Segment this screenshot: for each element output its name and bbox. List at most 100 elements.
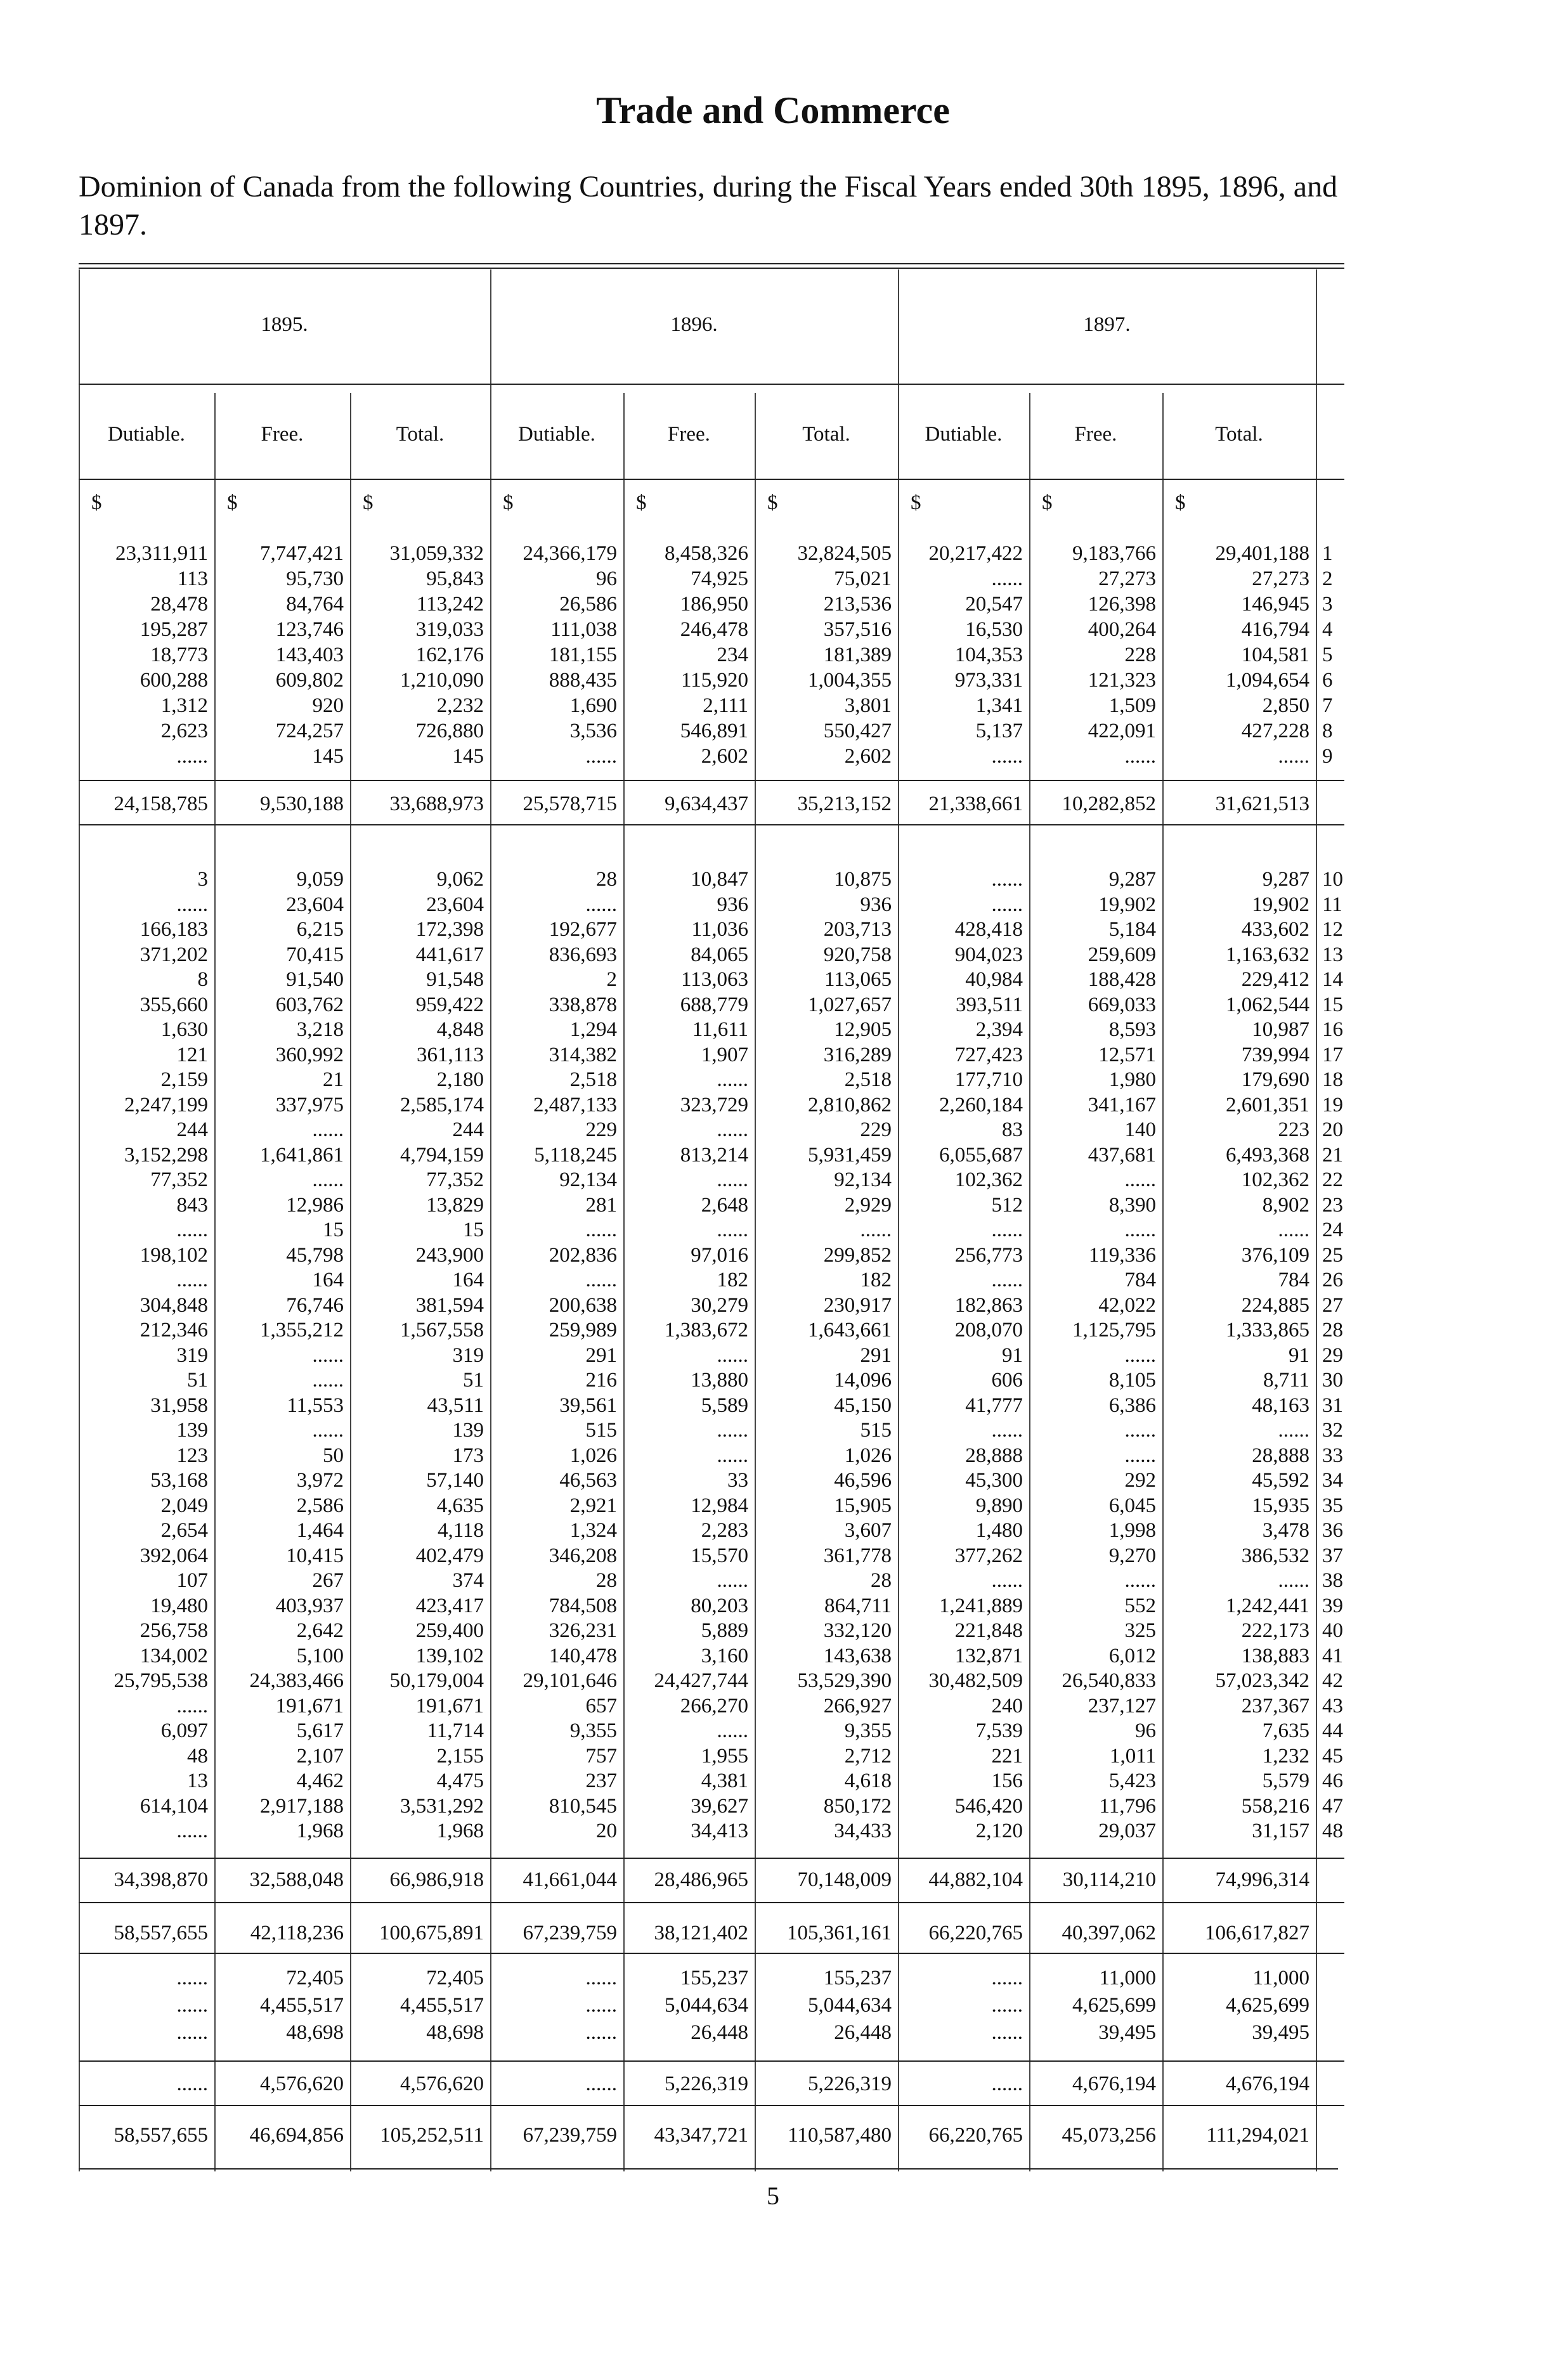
cell: 237	[585, 1769, 618, 1792]
cell: 166,183	[140, 918, 208, 941]
cell: 512	[991, 1193, 1023, 1217]
cell: 31,958	[150, 1394, 208, 1417]
cell: 138,883	[1241, 1644, 1309, 1667]
cell: 20,547	[965, 593, 1023, 616]
cell: 91	[1002, 1343, 1023, 1367]
cell: 179,690	[1241, 1068, 1309, 1091]
cell: 28	[871, 1569, 892, 1592]
total-cell: 100,675,891	[379, 1922, 484, 1944]
cell: 3,801	[844, 694, 892, 717]
total-cell: 21,338,661	[928, 792, 1023, 815]
row-number: 21	[1322, 1143, 1343, 1167]
cell: 259,609	[1088, 943, 1156, 966]
cell: 4,625,699	[1072, 1994, 1156, 2017]
row-number: 34	[1322, 1469, 1343, 1492]
cell: 1,968	[436, 1820, 484, 1842]
cell: 42,022	[1098, 1293, 1156, 1317]
total-cell: 66,220,765	[928, 2124, 1023, 2147]
cell: 393,511	[955, 993, 1023, 1016]
row-number: 26	[1322, 1269, 1343, 1291]
cell: 19,902	[1252, 893, 1309, 916]
cell: ......	[1124, 1219, 1157, 1241]
cell: 515	[860, 1419, 892, 1442]
cell: 2,921	[569, 1494, 617, 1517]
cell: 10,987	[1252, 1018, 1309, 1041]
rule	[79, 780, 1344, 781]
row-number: 45	[1322, 1744, 1343, 1768]
cell: 9,059	[296, 868, 344, 891]
cell: 4,618	[844, 1769, 892, 1792]
cell: 346,208	[549, 1544, 617, 1567]
cell: ......	[312, 1118, 344, 1141]
cell: 91,540	[286, 968, 344, 991]
cell: 181,155	[549, 644, 617, 666]
cell: 237,367	[1241, 1694, 1309, 1717]
row-number: 14	[1322, 968, 1343, 991]
cell: 1,241,889	[939, 1594, 1023, 1617]
cell: 11,553	[287, 1394, 344, 1417]
cell: 10,847	[691, 868, 748, 891]
cell: 48,698	[286, 2021, 344, 2044]
cell: 1,294	[569, 1018, 617, 1041]
cell: 140,478	[549, 1644, 617, 1667]
cell: 757	[585, 1744, 618, 1768]
cell: 8,711	[1263, 1369, 1309, 1392]
total-cell: 105,361,161	[787, 1922, 892, 1944]
cell: ......	[1278, 1419, 1310, 1442]
cell: 1,062,544	[1226, 993, 1309, 1016]
cell: 96	[1135, 1719, 1156, 1742]
cell: ......	[991, 1569, 1023, 1592]
cell: 76,746	[286, 1293, 344, 1317]
total-cell: 66,986,918	[389, 1868, 484, 1891]
cell: 139,102	[415, 1644, 484, 1667]
cell: 323,729	[680, 1093, 748, 1116]
cell: 243,900	[415, 1243, 484, 1267]
cell: 15,570	[691, 1544, 748, 1567]
cell: 2,850	[1262, 694, 1309, 717]
cell: 292	[1124, 1469, 1157, 1492]
cell: ......	[1124, 745, 1157, 768]
rule	[79, 384, 1344, 385]
cell: 91,548	[426, 968, 484, 991]
cell: 113	[177, 567, 208, 590]
cell: 246,478	[680, 618, 748, 641]
cell: ......	[176, 1967, 209, 1989]
cell: ......	[312, 1419, 344, 1442]
cell: 191,671	[275, 1694, 344, 1717]
cell: 1,242,441	[1226, 1594, 1309, 1617]
rule	[79, 2168, 1338, 2170]
cell: 30,279	[691, 1293, 748, 1317]
cell: ......	[585, 1219, 618, 1241]
cell: 30,482,509	[928, 1669, 1023, 1692]
rule	[79, 2105, 1344, 2106]
cell: ......	[991, 1269, 1023, 1291]
cell: 11,000	[1099, 1967, 1156, 1989]
intro: Dominion of Canada from the following Co…	[79, 170, 1338, 242]
cell: 77,352	[426, 1168, 484, 1191]
cell: ......	[176, 2021, 209, 2044]
cell: 355,660	[140, 993, 208, 1016]
rule	[79, 268, 1344, 269]
cell: 920,758	[823, 943, 892, 966]
total-cell: 4,576,620	[400, 2073, 484, 2095]
cell: 614,104	[140, 1794, 208, 1818]
cell: 1,955	[701, 1744, 748, 1768]
cell: 9,062	[436, 868, 484, 891]
cell: 338,878	[549, 993, 617, 1016]
cell: ......	[585, 1269, 618, 1291]
cell: 95,843	[426, 567, 484, 590]
cell: ......	[176, 1820, 209, 1842]
cell: 2,260,184	[939, 1093, 1023, 1116]
cell: ......	[991, 868, 1023, 891]
column-header: Total.	[1215, 423, 1263, 446]
total-cell: 9,530,188	[260, 792, 344, 815]
cell: 428,418	[954, 918, 1023, 941]
cell: 422,091	[1088, 720, 1156, 742]
cell: 39,561	[559, 1394, 617, 1417]
cell: 1,643,661	[808, 1319, 892, 1342]
cell: 12,905	[834, 1018, 892, 1041]
cell: 134,002	[140, 1644, 208, 1667]
cell: 50,179,004	[389, 1669, 484, 1692]
cell: 558,216	[1241, 1794, 1309, 1818]
cell: 182	[717, 1269, 749, 1291]
